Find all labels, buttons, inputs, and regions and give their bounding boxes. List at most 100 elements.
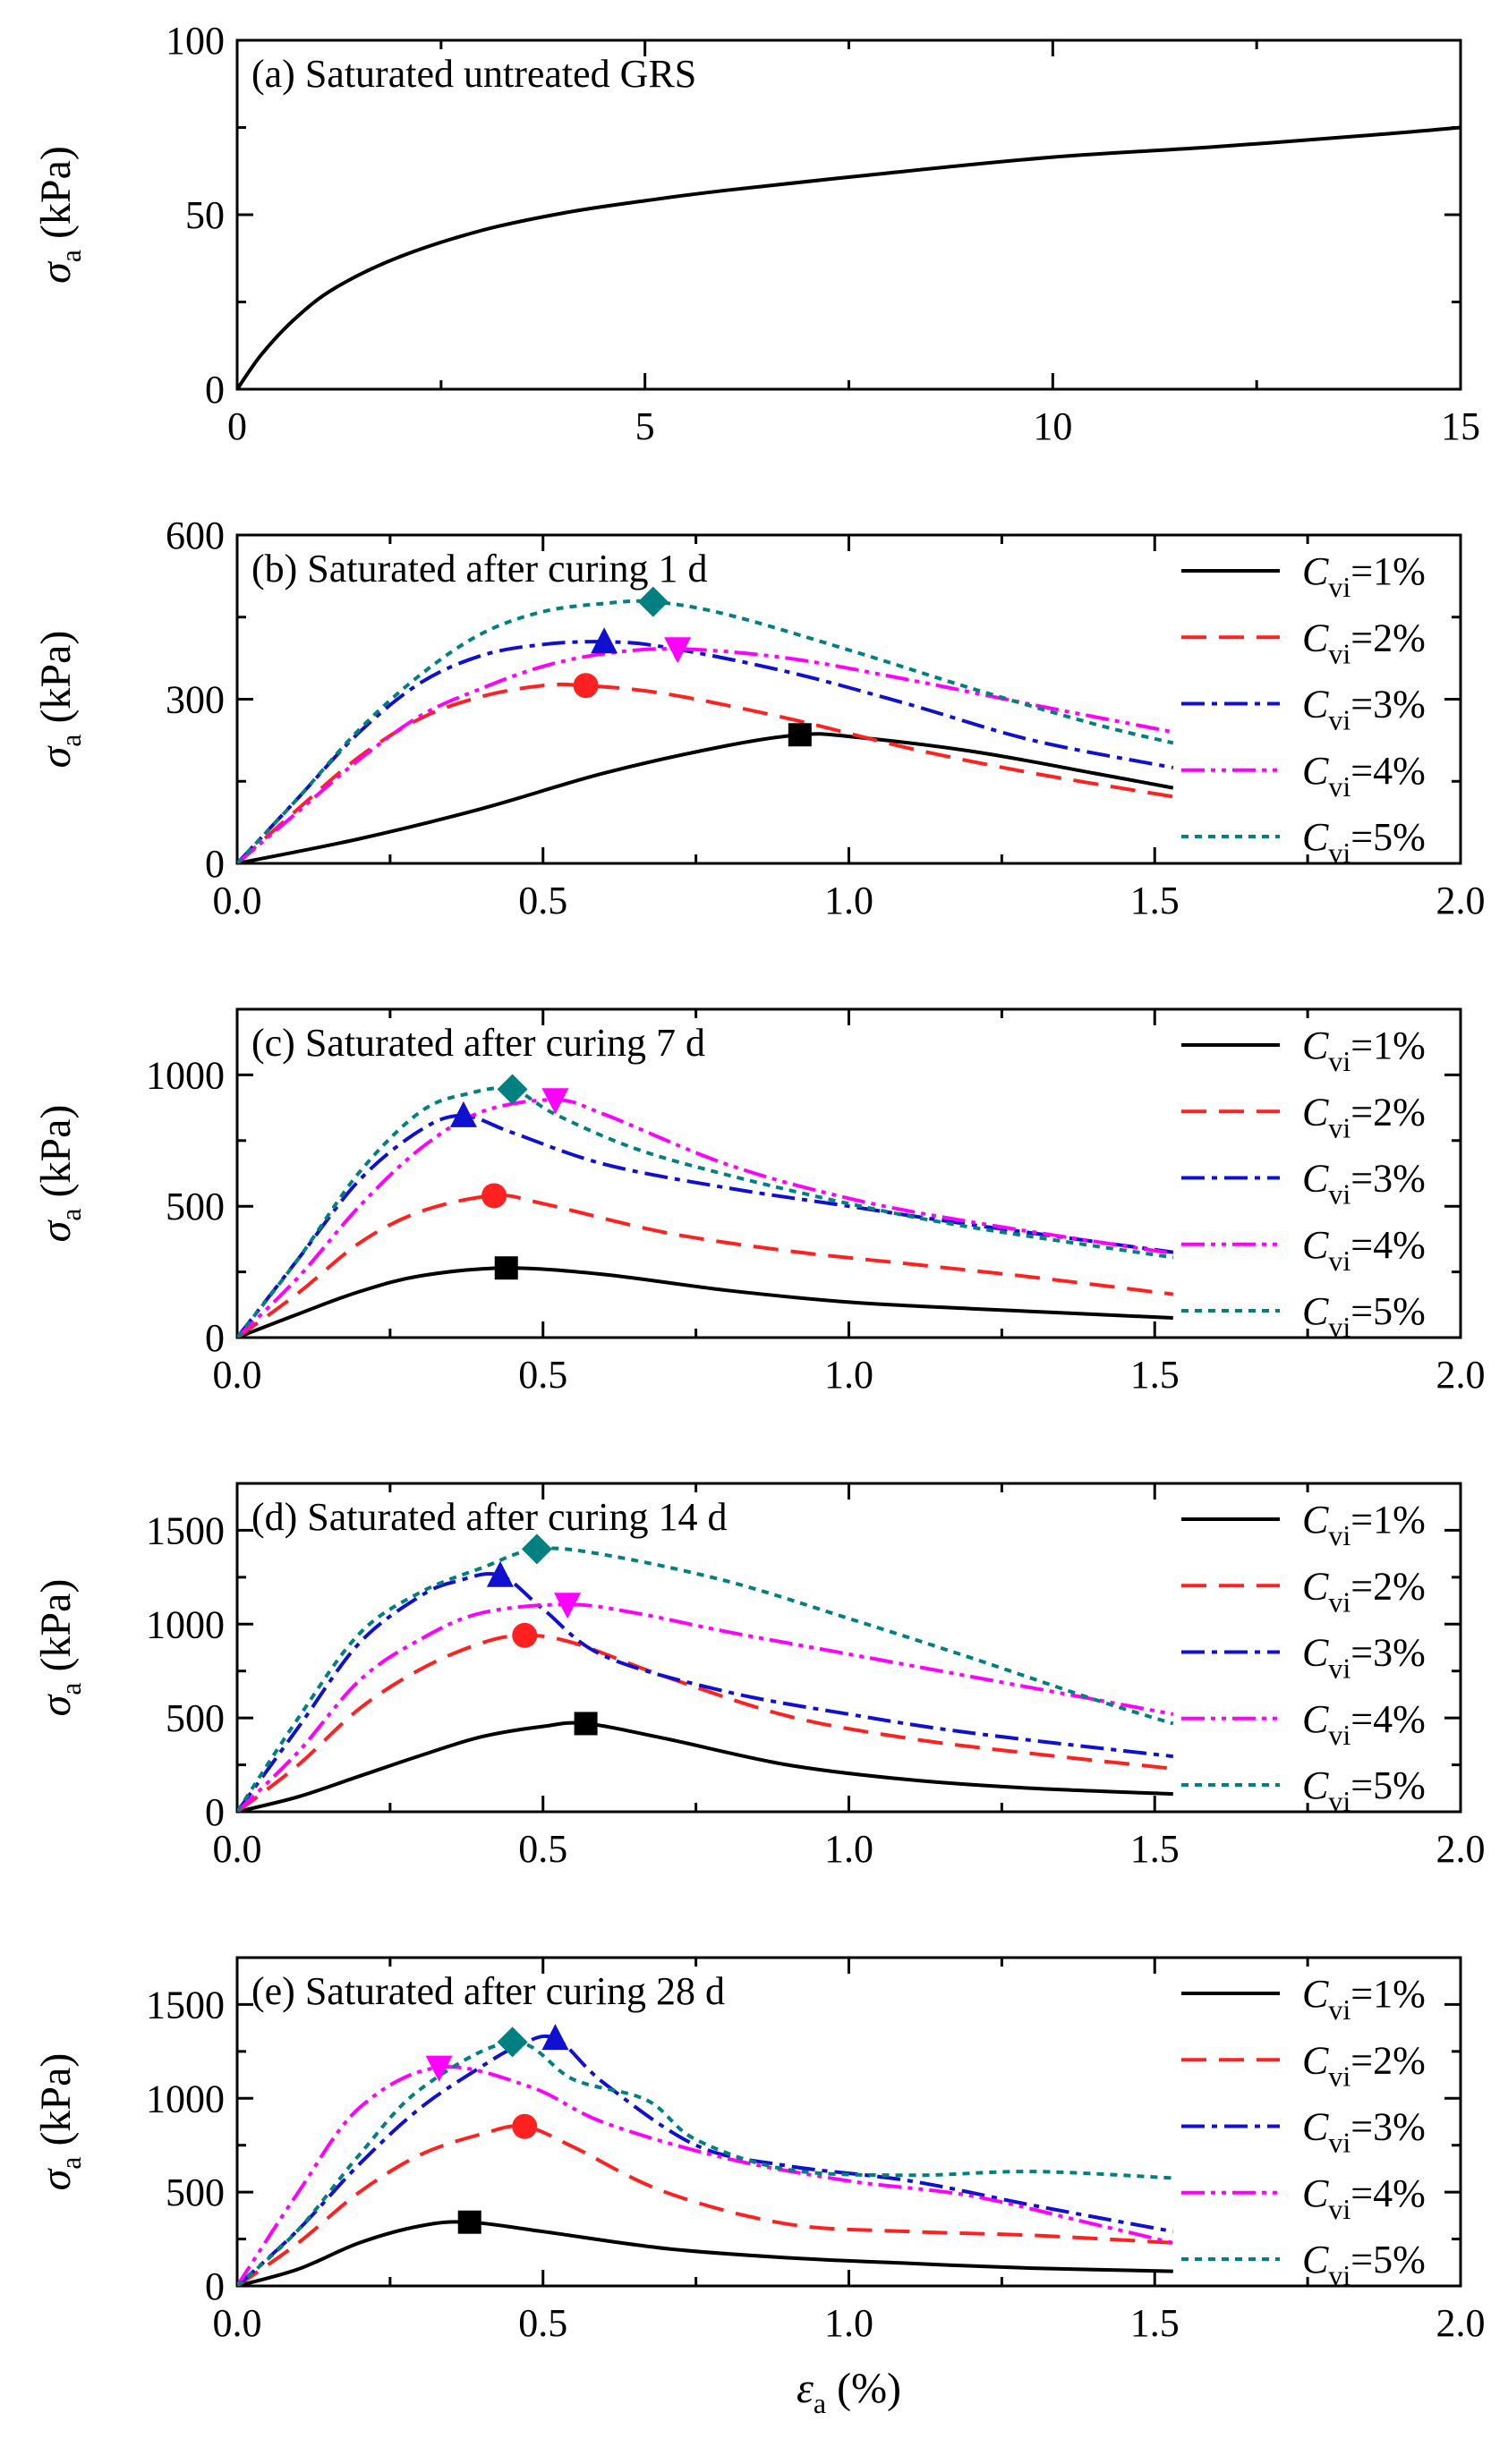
- peak-marker: [481, 1183, 507, 1209]
- x-tick-label: 2.0: [1436, 2301, 1486, 2345]
- peak-marker: [637, 586, 669, 617]
- peak-marker: [573, 673, 599, 699]
- x-tick-label: 0.0: [213, 879, 262, 922]
- x-tick-label: 0.0: [213, 1353, 262, 1397]
- x-tick-label: 0.5: [518, 2301, 567, 2345]
- y-axis-label: σa (kPa): [32, 1105, 87, 1243]
- panel-title: (e) Saturated after curing 28 d: [251, 1969, 725, 2013]
- y-tick-label: 100: [166, 19, 225, 63]
- series-line: [237, 599, 1174, 863]
- peak-marker: [554, 1593, 582, 1619]
- series-line: [237, 125, 1461, 389]
- y-tick-label: 0: [205, 1790, 225, 1834]
- peak-marker: [486, 1560, 514, 1587]
- y-tick-label: 1500: [146, 1983, 225, 2026]
- peak-marker: [457, 2210, 481, 2234]
- legend-label: Cvi=3%: [1302, 1631, 1426, 1685]
- y-tick-label: 0: [205, 368, 225, 412]
- peak-marker: [541, 2024, 569, 2051]
- legend-label: Cvi=5%: [1302, 2238, 1426, 2291]
- series-line: [237, 1098, 1174, 1338]
- series-line: [237, 682, 1174, 863]
- y-tick-label: 600: [166, 514, 225, 557]
- legend-label: Cvi=5%: [1302, 1289, 1426, 1343]
- y-tick-label: 0: [205, 842, 225, 886]
- legend-label: Cvi=5%: [1302, 1763, 1426, 1817]
- panel-e: 0.0 0.5 1.0 1.5 2.0 0 500 1000 1500 σa (kPa) (e) S…: [32, 1956, 1486, 2345]
- legend-label: Cvi=2%: [1302, 1090, 1426, 1143]
- series-line: [237, 2065, 1174, 2286]
- x-tick-label: 1.5: [1130, 1827, 1180, 1871]
- y-axis-label: σa (kPa): [32, 1579, 87, 1717]
- y-axis-label: σa (kPa): [32, 631, 87, 769]
- peak-marker: [512, 2113, 538, 2139]
- series-line: [237, 1546, 1174, 1812]
- y-tick-label: 500: [166, 2171, 225, 2214]
- peak-marker: [574, 1712, 598, 1736]
- series-line: [237, 1602, 1174, 1812]
- x-tick-label: 10: [1033, 404, 1072, 448]
- legend-label: Cvi=1%: [1302, 1498, 1426, 1551]
- legend-label: Cvi=1%: [1302, 549, 1426, 603]
- x-axis-label: εa (%): [797, 2365, 901, 2419]
- y-tick-label: 50: [185, 193, 225, 237]
- series-line: [237, 1085, 1174, 1338]
- peak-marker: [788, 723, 812, 747]
- x-tick-label: 1.0: [824, 1353, 873, 1397]
- panel-title: (d) Saturated after curing 14 d: [251, 1495, 727, 1539]
- panel-title: (b) Saturated after curing 1 d: [251, 547, 707, 591]
- legend-label: Cvi=3%: [1302, 2105, 1426, 2159]
- legend-label: Cvi=5%: [1302, 815, 1426, 869]
- series-line: [237, 2124, 1173, 2286]
- legend-label: Cvi=2%: [1302, 616, 1426, 669]
- legend-label: Cvi=1%: [1302, 1972, 1426, 2026]
- legend-label: Cvi=3%: [1302, 683, 1426, 736]
- y-tick-label: 500: [166, 1696, 225, 1740]
- peak-marker: [425, 2055, 453, 2082]
- legend: Cvi=1% Cvi=2% Cvi=3% Cvi=4% Cvi=5%: [1181, 1498, 1426, 1817]
- y-axis-label: σa (kPa): [32, 146, 87, 284]
- panel-d: 0.0 0.5 1.0 1.5 2.0 0 500 1000 1500 σa (kPa) (d) S…: [32, 1482, 1486, 1871]
- x-tick-label: 1.5: [1130, 2301, 1180, 2345]
- y-axis-label: σa (kPa): [32, 2053, 87, 2191]
- panel-title: (c) Saturated after curing 7 d: [251, 1021, 705, 1065]
- x-tick-label: 15: [1441, 404, 1480, 448]
- legend-label: Cvi=2%: [1302, 2038, 1426, 2092]
- peak-marker: [497, 1074, 528, 1105]
- x-tick-label: 1.0: [824, 1827, 873, 1871]
- y-tick-label: 1000: [146, 2077, 225, 2120]
- legend-label: Cvi=1%: [1302, 1024, 1426, 1077]
- legend: Cvi=1% Cvi=2% Cvi=3% Cvi=4% Cvi=5%: [1181, 1024, 1426, 1343]
- peak-marker: [512, 1622, 538, 1648]
- y-tick-label: 0: [205, 1316, 225, 1360]
- series-line: [237, 2220, 1173, 2286]
- y-tick-label: 300: [166, 678, 225, 722]
- legend-label: Cvi=4%: [1302, 2171, 1426, 2225]
- legend: Cvi=1% Cvi=2% Cvi=3% Cvi=4% Cvi=5%: [1181, 1972, 1426, 2291]
- y-tick-label: 1500: [146, 1508, 225, 1552]
- x-tick-label: 0: [227, 404, 247, 448]
- y-tick-label: 0: [205, 2264, 225, 2308]
- series-line: [237, 2034, 1174, 2286]
- x-tick-label: 0.5: [518, 1827, 567, 1871]
- panel-c: 0.0 0.5 1.0 1.5 2.0 0 500 1000 σa (kPa) (c) Satur…: [32, 1007, 1486, 1397]
- legend-label: Cvi=4%: [1302, 1223, 1426, 1277]
- peak-marker: [494, 1256, 518, 1280]
- panel-title: (a) Saturated untreated GRS: [251, 52, 696, 96]
- series-line: [237, 1721, 1173, 1812]
- x-tick-label: 0.5: [518, 879, 567, 922]
- x-tick-label: 1.5: [1130, 1353, 1180, 1397]
- x-tick-label: 0.5: [518, 1353, 567, 1397]
- series-line: [237, 1113, 1174, 1338]
- series-line: [237, 1633, 1174, 1812]
- series-line: [237, 1266, 1173, 1338]
- series-line: [237, 732, 1174, 863]
- series-line: [237, 2040, 1173, 2286]
- series-line: [237, 1572, 1174, 1812]
- series-line: [237, 640, 1174, 863]
- legend-label: Cvi=4%: [1302, 749, 1426, 803]
- x-tick-label: 0.0: [213, 1827, 262, 1871]
- peak-marker: [497, 2026, 528, 2058]
- peak-marker: [521, 1534, 552, 1565]
